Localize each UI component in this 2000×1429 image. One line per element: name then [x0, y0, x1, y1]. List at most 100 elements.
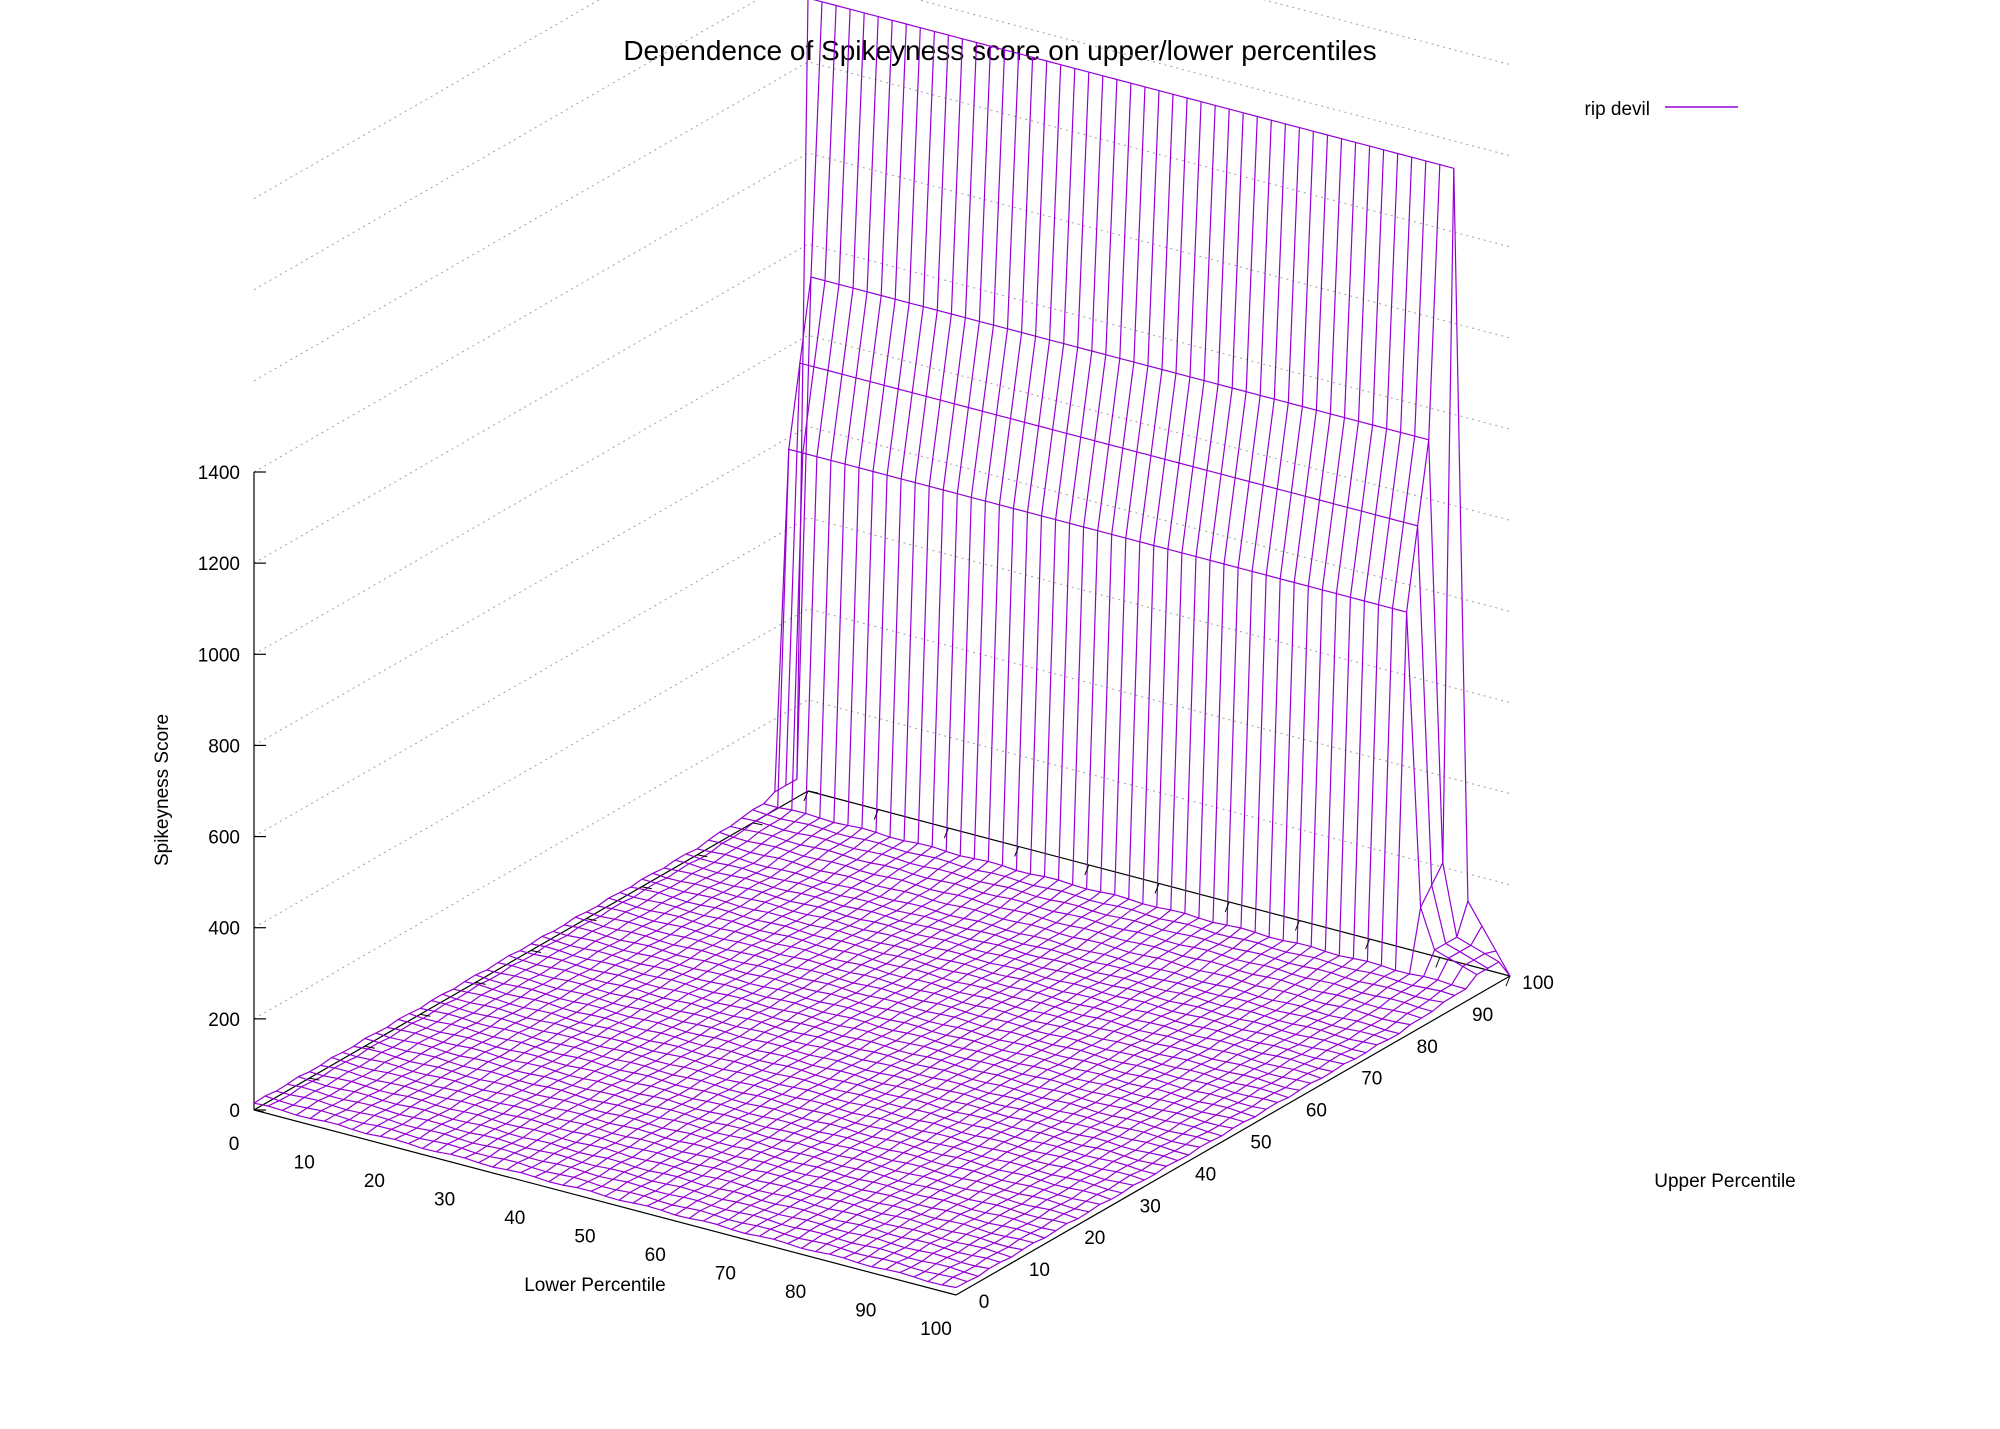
surface-column-line: [955, 961, 1511, 1289]
surface-row-line: [553, 930, 1256, 1118]
surface-column-line: [267, 1, 823, 1107]
surface-column-line: [450, 49, 1006, 1155]
x-tick-mark: [1505, 975, 1511, 987]
surface-column-line: [590, 86, 1146, 1192]
surface-row-line: [364, 1037, 1067, 1225]
z-tick-label: 0: [229, 1101, 240, 1122]
y-tick-label: 80: [1417, 1037, 1438, 1058]
z-tick-label: 200: [208, 1010, 240, 1031]
y-tick-label: 40: [1195, 1164, 1216, 1185]
surface-column-line: [857, 157, 1413, 1264]
z-tick-label: 1000: [198, 645, 240, 666]
surface-column-line: [787, 138, 1343, 1245]
surface-column-line: [885, 164, 1441, 1271]
legend: rip devil: [1585, 99, 1738, 120]
x-tick-mark: [873, 809, 879, 820]
surface-row-line: [309, 1071, 1012, 1258]
surface-column-line: [618, 94, 1174, 1201]
surface-mesh: [253, 0, 1511, 1289]
back-gridline: [253, 61, 1511, 382]
surface-column-line: [534, 72, 1090, 1178]
surface-column-line: [253, 0, 809, 1104]
surface-column-line: [688, 112, 1244, 1219]
surface-column-line: [281, 5, 837, 1111]
surface-column-line: [759, 131, 1314, 1237]
surface-column-line: [576, 83, 1132, 1189]
surface-row-line: [674, 859, 1378, 1046]
surface-row-line: [541, 935, 1245, 1123]
x-tick-label: 10: [294, 1153, 315, 1174]
surface-column-line: [436, 46, 992, 1153]
y-tick-mark: [586, 918, 597, 922]
x-tick-label: 50: [574, 1227, 595, 1248]
y-axis-line: [955, 975, 1511, 1296]
surface-column-line: [520, 68, 1076, 1174]
surface-column-line: [352, 23, 907, 1130]
x-tick-label: 80: [785, 1282, 806, 1303]
surface-column-line: [660, 105, 1216, 1211]
surface-column-line: [632, 97, 1188, 1204]
surface-column-line: [899, 168, 1455, 1274]
x-tick-mark: [1435, 957, 1441, 968]
surface-column-line: [408, 38, 963, 1145]
x-tick-label: 100: [920, 1319, 952, 1340]
surface-column-line: [646, 101, 1202, 1207]
surface-column-line: [927, 925, 1483, 1283]
x-tick-label: 0: [229, 1134, 240, 1155]
surface-row-line: [331, 1057, 1034, 1244]
surface-column-line: [562, 79, 1118, 1186]
z-axis-label: Spikeyness Score: [152, 714, 173, 866]
y-tick-label: 10: [1029, 1260, 1050, 1281]
x-tick-mark: [803, 790, 809, 802]
x-tick-mark: [943, 827, 949, 839]
y-tick-mark: [420, 1013, 431, 1017]
tick-labels: 0200400600800100012001400010203040506070…: [198, 463, 1554, 1340]
back-gridline: [253, 152, 1511, 473]
y-tick-label: 30: [1140, 1196, 1161, 1217]
surface-column-line: [365, 27, 921, 1135]
surface-column-line: [674, 109, 1230, 1216]
surface-column-line: [492, 60, 1048, 1168]
y-tick-label: 100: [1522, 973, 1554, 994]
z-tick-label: 600: [208, 828, 240, 849]
x-tick-label: 90: [855, 1301, 876, 1322]
surface-row-line: [641, 878, 1344, 1065]
surface-column-line: [843, 153, 1399, 1259]
surface-row-line: [486, 969, 1189, 1156]
y-tick-mark: [807, 790, 819, 794]
y-tick-mark: [752, 822, 763, 826]
legend-entry-label: rip devil: [1585, 99, 1650, 120]
surface-column-line: [548, 75, 1104, 1183]
surface-row-line: [796, 276, 1500, 963]
x-tick-mark: [1084, 864, 1090, 876]
back-gridline: [253, 0, 1511, 200]
surface-column-line: [829, 149, 1385, 1255]
x-tick-mark: [1365, 938, 1371, 950]
y-tick-label: 20: [1084, 1228, 1105, 1249]
surface-column-line: [323, 16, 879, 1122]
back-gridline: [253, 517, 1511, 838]
surface-column-line: [464, 53, 1020, 1159]
back-gridline: [253, 699, 1511, 1020]
x-tick-mark: [1154, 883, 1160, 894]
x-tick-mark: [1014, 846, 1020, 857]
surface-column-line: [717, 120, 1272, 1226]
back-gridline: [253, 0, 1511, 291]
surface-column-line: [309, 12, 865, 1119]
y-tick-label: 90: [1472, 1005, 1493, 1026]
surface-column-line: [773, 134, 1329, 1240]
y-tick-label: 60: [1306, 1101, 1327, 1122]
surface-column-line: [913, 900, 1469, 1278]
x-tick-mark: [1294, 920, 1300, 931]
y-tick-mark: [253, 1109, 265, 1113]
y-tick-label: 70: [1361, 1069, 1382, 1090]
surface-column-line: [815, 146, 1371, 1253]
x-tick-label: 60: [645, 1245, 666, 1266]
surface-column-line: [703, 116, 1258, 1222]
z-tick-label: 800: [208, 736, 240, 757]
y-tick-mark: [309, 1077, 320, 1081]
y-tick-label: 50: [1250, 1133, 1271, 1154]
back-wall-gridlines: [253, 0, 1511, 1020]
surface-column-line: [941, 950, 1497, 1286]
